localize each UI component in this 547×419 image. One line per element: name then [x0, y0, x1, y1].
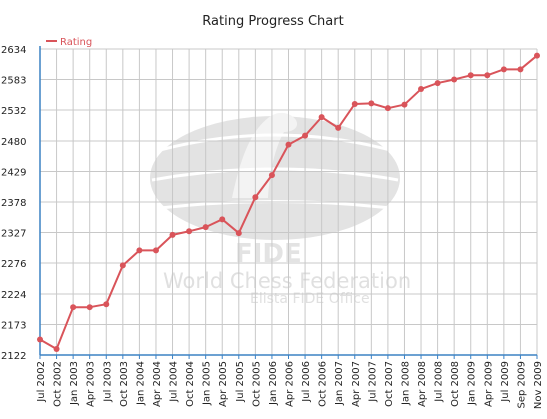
x-tick-label: Jul 2002 — [36, 361, 47, 403]
x-tick-label: Oct 2005 — [251, 361, 262, 407]
x-tick-label: Jul 2007 — [367, 361, 378, 403]
data-point — [119, 262, 126, 269]
y-tick-label: 2224 — [1, 290, 26, 301]
x-tick-label: Jan 2004 — [135, 361, 146, 406]
data-point — [103, 301, 110, 308]
data-point — [152, 247, 159, 254]
x-tick-label: Jan 2003 — [69, 361, 80, 406]
data-point — [335, 124, 342, 131]
x-tick-label: Jul 2003 — [102, 361, 113, 403]
data-point — [484, 72, 491, 79]
y-tick-label: 2327 — [1, 228, 26, 239]
data-point — [235, 230, 242, 237]
watermark-office: Elista FIDE Office — [250, 291, 370, 307]
y-tick-label: 2429 — [1, 168, 26, 179]
data-point — [136, 247, 143, 254]
x-tick-label: Apr 2003 — [86, 361, 97, 407]
x-tick-label: Oct 2004 — [185, 361, 196, 407]
data-point — [401, 101, 408, 108]
x-tick-label: Jul 2006 — [301, 361, 312, 403]
y-tick-label: 2480 — [1, 137, 26, 148]
data-point — [517, 66, 524, 73]
data-point — [219, 216, 226, 223]
data-point — [86, 304, 93, 311]
data-point — [186, 228, 193, 235]
data-point — [534, 52, 540, 59]
data-point — [252, 194, 259, 201]
x-tick-label: Apr 2008 — [417, 361, 428, 407]
chart-title: Rating Progress Chart — [202, 14, 343, 29]
data-point — [302, 132, 309, 139]
x-tick-label: Jan 2008 — [400, 361, 411, 406]
x-tick-label: Jul 2005 — [235, 361, 246, 403]
y-tick-label: 2173 — [1, 321, 26, 332]
y-tick-label: 2532 — [1, 106, 26, 117]
legend: Rating — [46, 37, 92, 48]
data-point — [451, 76, 458, 83]
y-tick-label: 2583 — [1, 75, 26, 86]
x-tick-label: Oct 2006 — [318, 361, 329, 407]
x-tick-label: Nov 2009 — [533, 361, 544, 409]
data-point — [268, 172, 275, 179]
axes — [39, 46, 538, 359]
data-point — [37, 336, 43, 343]
x-tick-label: Jul 2008 — [434, 361, 445, 403]
x-tick-label: Oct 2008 — [450, 361, 461, 407]
data-point — [169, 231, 176, 238]
data-point — [467, 72, 474, 79]
x-tick-label: Sep 2009 — [516, 361, 527, 408]
x-tick-label: Jan 2009 — [467, 361, 478, 406]
data-point — [368, 100, 375, 107]
data-point — [70, 304, 77, 311]
fide-globe-logo — [150, 116, 400, 240]
watermark-org: World Chess Federation — [163, 269, 411, 293]
y-tick-label: 2634 — [1, 45, 26, 56]
x-tick-label: Jan 2005 — [202, 361, 213, 406]
x-tick-label: Jul 2004 — [169, 361, 180, 403]
x-tick-label: Oct 2003 — [119, 361, 130, 407]
x-tick-label: Apr 2005 — [218, 361, 229, 407]
x-tick-label: Jan 2006 — [268, 361, 279, 406]
data-point — [418, 86, 425, 93]
data-point — [384, 105, 391, 112]
x-tick-label: Apr 2007 — [351, 361, 362, 407]
grid — [39, 48, 538, 356]
data-point — [351, 100, 358, 107]
x-tick-label: Apr 2004 — [152, 361, 163, 407]
watermark-acronym: FIDE — [235, 239, 302, 269]
x-tick-label: Apr 2006 — [285, 361, 296, 407]
y-tick-label: 2122 — [1, 351, 26, 362]
x-tick-label: Jan 2007 — [334, 361, 345, 406]
y-tick-label: 2276 — [1, 259, 26, 270]
data-point — [202, 224, 209, 231]
x-tick-label: Apr 2009 — [483, 361, 494, 407]
data-point — [53, 346, 60, 353]
x-tick-label: Jul 2009 — [500, 361, 511, 403]
y-tick-label: 2378 — [1, 198, 26, 209]
x-tick-label: Oct 2007 — [384, 361, 395, 407]
x-tick-label: Oct 2002 — [53, 361, 64, 407]
series-rating — [37, 52, 540, 353]
tick-labels: 2122 2173 2224 2276 2327 2378 2429 2480 2532 2583… — [1, 45, 544, 409]
data-point — [318, 114, 325, 121]
data-point — [434, 80, 441, 87]
legend-label: Rating — [60, 37, 92, 48]
data-point — [285, 141, 292, 148]
data-point — [500, 66, 507, 73]
